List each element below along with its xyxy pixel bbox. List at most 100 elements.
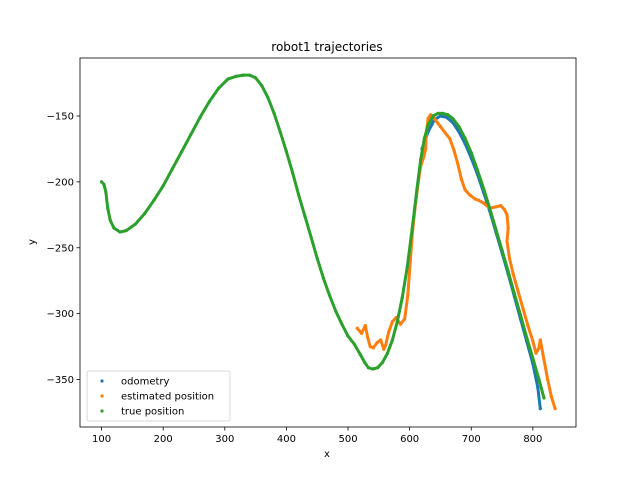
data-point	[124, 229, 128, 233]
data-point	[537, 346, 541, 350]
data-point	[133, 222, 138, 226]
data-point	[189, 132, 193, 136]
data-point	[448, 136, 452, 140]
data-point	[463, 188, 467, 192]
data-point	[241, 73, 245, 77]
data-point	[531, 339, 535, 343]
data-point	[473, 197, 477, 201]
data-point	[477, 198, 481, 202]
data-point	[441, 111, 445, 115]
data-point	[180, 150, 184, 154]
data-point	[375, 341, 379, 345]
data-point	[346, 334, 350, 338]
data-point	[516, 289, 520, 293]
data-point	[106, 206, 110, 210]
data-point	[538, 338, 542, 342]
data-point	[424, 147, 428, 151]
legend-label: estimated position	[121, 392, 214, 403]
data-point	[410, 227, 414, 231]
data-point	[254, 76, 258, 80]
data-point	[207, 99, 211, 104]
data-point	[456, 161, 460, 165]
data-point	[118, 230, 122, 234]
data-point	[385, 351, 390, 355]
data-point	[525, 335, 529, 339]
data-point	[419, 157, 423, 162]
data-point	[546, 378, 550, 382]
data-point	[366, 335, 370, 339]
x-axis: 100 200 300 400 500 600 700 800	[92, 427, 542, 445]
legend-box	[86, 370, 231, 422]
data-point	[234, 74, 238, 78]
data-point	[291, 171, 295, 175]
data-point	[143, 211, 147, 216]
data-point	[366, 366, 370, 370]
data-point	[315, 256, 319, 260]
data-point	[426, 117, 430, 121]
data-point	[380, 360, 385, 364]
data-point	[475, 168, 479, 172]
data-point	[161, 184, 165, 188]
x-tick-label: 200	[154, 434, 173, 445]
data-point	[502, 208, 507, 212]
x-tick-label: 800	[523, 434, 542, 445]
data-point	[537, 378, 541, 382]
data-point	[309, 235, 313, 239]
data-point	[260, 84, 264, 88]
data-point	[468, 193, 472, 197]
data-point	[284, 150, 288, 154]
data-point	[371, 346, 375, 350]
x-tick-label: 500	[338, 434, 357, 445]
data-point	[382, 347, 386, 351]
data-point	[355, 326, 359, 330]
data-point	[534, 351, 538, 355]
data-point	[398, 322, 402, 326]
data-point	[387, 330, 391, 334]
data-point	[104, 190, 108, 194]
data-point	[112, 226, 116, 230]
data-point	[384, 343, 388, 347]
data-point	[100, 180, 104, 184]
data-point	[376, 366, 380, 370]
data-point	[443, 131, 447, 135]
data-point	[102, 182, 106, 187]
series-true-position	[100, 73, 546, 400]
data-point	[170, 167, 174, 171]
x-tick-label: 300	[215, 434, 234, 445]
data-point	[459, 177, 463, 181]
data-point	[152, 198, 156, 202]
legend: odometry estimated position true position	[86, 370, 231, 422]
data-point	[363, 360, 367, 364]
y-tick-label: −200	[47, 177, 74, 188]
data-point	[445, 115, 449, 119]
legend-label: odometry	[121, 377, 170, 388]
x-axis-label: x	[324, 449, 330, 460]
data-point	[400, 296, 404, 300]
data-point	[278, 130, 282, 134]
data-point	[482, 201, 486, 205]
data-point	[438, 114, 442, 118]
data-point	[446, 113, 450, 117]
x-tick-label: 700	[462, 434, 481, 445]
data-point	[422, 155, 426, 159]
chart-title: robot1 trajectories	[271, 40, 382, 54]
data-point	[506, 269, 510, 274]
data-point	[436, 111, 440, 115]
legend-marker	[100, 394, 104, 398]
data-point	[426, 123, 430, 127]
data-point	[297, 193, 301, 197]
y-axis: −350 −300 −250 −200 −150	[47, 111, 80, 386]
data-point	[542, 358, 546, 362]
y-tick-label: −150	[47, 111, 74, 122]
y-tick-label: −350	[47, 375, 74, 386]
data-point	[358, 352, 362, 357]
data-point	[469, 151, 473, 155]
data-point	[494, 227, 498, 231]
data-point	[327, 293, 332, 297]
data-point	[494, 205, 498, 209]
legend-label: true position	[121, 407, 184, 418]
data-point	[553, 407, 557, 411]
data-point	[457, 124, 461, 129]
x-tick-label: 600	[400, 434, 419, 445]
